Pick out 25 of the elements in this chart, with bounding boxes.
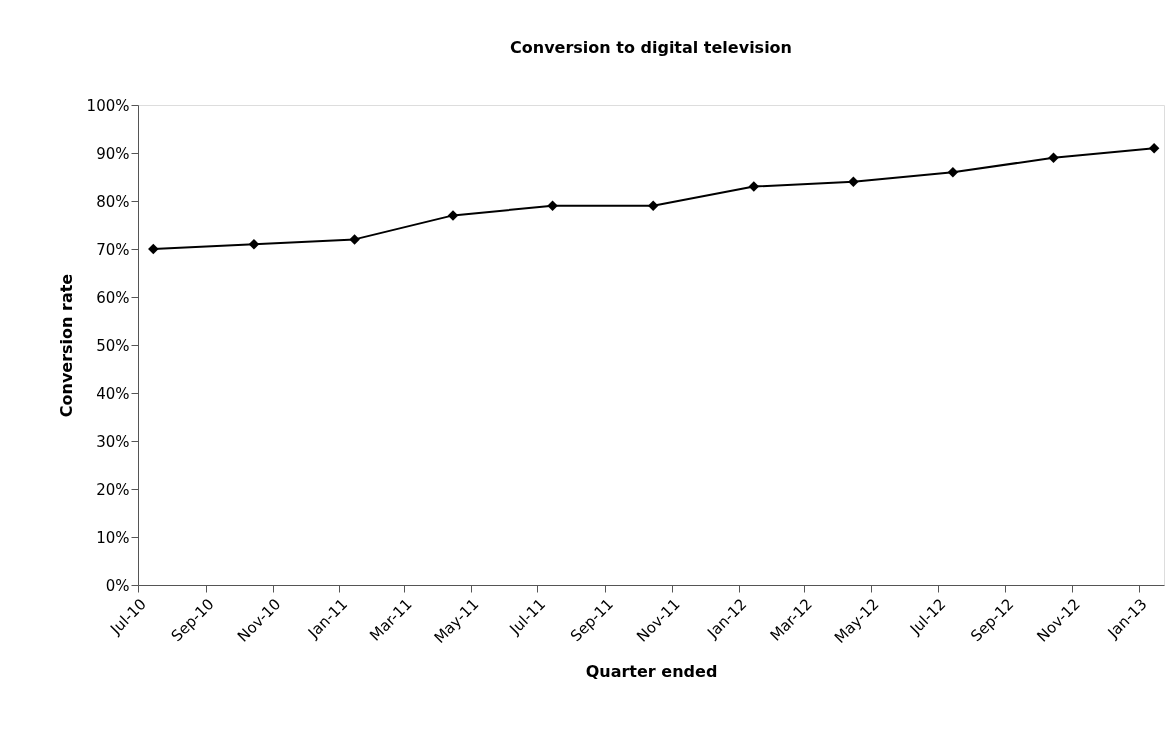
- point: [349, 234, 360, 245]
- y-tick-label: 90%: [96, 144, 130, 163]
- chart-title: Conversion to digital television: [510, 38, 792, 57]
- point: [748, 181, 760, 192]
- x-axis-title: Quarter ended: [585, 662, 718, 682]
- y-tick-label: 40%: [96, 384, 130, 403]
- y-tick-label: 70%: [96, 240, 130, 259]
- point: [947, 166, 959, 178]
- y-axis-title: Conversion rate: [56, 273, 76, 418]
- point: [1048, 152, 1059, 164]
- y-tick-label: 80%: [96, 192, 130, 211]
- y-tick-label: 10%: [96, 528, 130, 547]
- y-tick-label: 0%: [105, 576, 130, 595]
- point: [248, 238, 260, 250]
- y-tick-label: 20%: [96, 480, 130, 499]
- point: [848, 176, 859, 188]
- y-tick-label: 100%: [86, 96, 130, 115]
- point: [148, 243, 159, 255]
- point: [647, 200, 659, 212]
- y-tick-label: 30%: [96, 432, 130, 451]
- y-tick-label: 50%: [96, 336, 130, 355]
- point: [447, 210, 459, 221]
- y-tick-label: 60%: [96, 288, 130, 307]
- point: [1148, 142, 1160, 154]
- point: [547, 200, 558, 212]
